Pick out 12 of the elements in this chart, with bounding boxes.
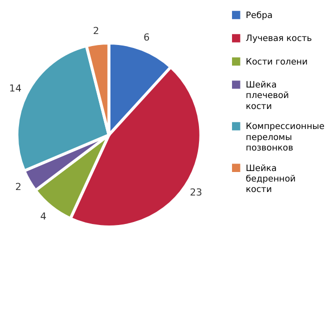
data-label: 23: [190, 188, 202, 199]
data-label: 4: [40, 211, 46, 222]
legend-label: Шейка бедренной кости: [246, 164, 296, 196]
legend-label: Ребра: [246, 10, 273, 21]
legend-label: Лучевая кость: [246, 34, 312, 44]
legend-label: Кости голени: [246, 57, 308, 68]
data-label: 6: [144, 32, 150, 44]
legend-label: Компрессионные переломы позвонков: [246, 122, 324, 154]
data-label: 2: [15, 182, 22, 194]
data-label: 14: [9, 83, 22, 94]
data-label: 2: [92, 26, 100, 38]
legend-label: Шейка плечевой кости: [246, 80, 289, 112]
